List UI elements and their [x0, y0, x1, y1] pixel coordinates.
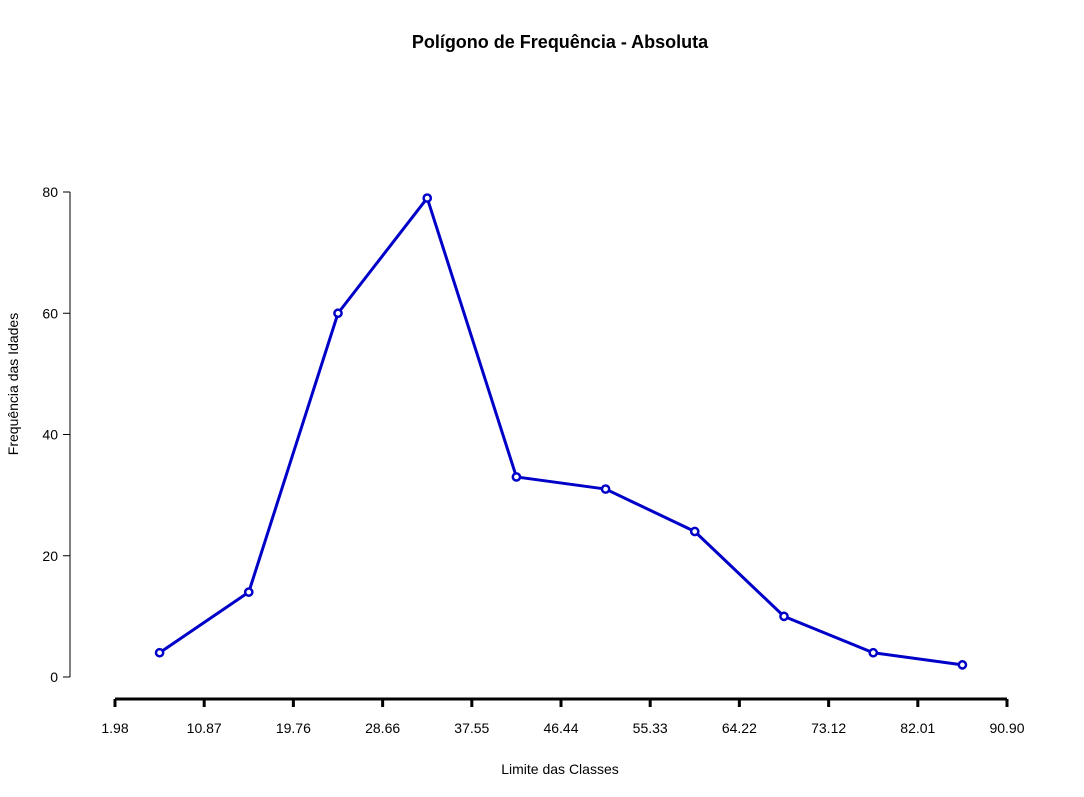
x-tick-label: 37.55: [454, 720, 489, 736]
chart-title: Polígono de Frequência - Absoluta: [412, 32, 709, 52]
y-tick-label: 80: [42, 184, 58, 200]
data-point: [600, 484, 611, 494]
x-tick-label: 73.12: [811, 720, 846, 736]
data-point: [243, 587, 254, 597]
y-tick-label: 40: [42, 427, 58, 443]
data-point: [154, 647, 165, 658]
data-point: [957, 660, 968, 670]
data-point: [422, 193, 433, 203]
x-tick-label: 28.66: [365, 720, 400, 736]
x-tick-label: 10.87: [187, 720, 222, 736]
x-tick-label: 82.01: [900, 720, 935, 736]
data-point: [511, 472, 522, 482]
x-tick-label: 46.44: [543, 720, 578, 736]
y-tick-label: 60: [42, 305, 58, 321]
y-axis: 0 20 40 60 80: [42, 184, 71, 685]
data-point: [779, 611, 789, 622]
x-tick-label: 64.22: [722, 720, 757, 736]
x-axis-label: Limite das Classes: [501, 761, 619, 777]
y-tick-label: 0: [50, 669, 58, 685]
x-tick-label: 55.33: [633, 720, 668, 736]
data-point: [689, 526, 700, 537]
data-point: [333, 308, 343, 319]
y-tick-label: 20: [42, 548, 58, 564]
data-point: [868, 647, 879, 658]
x-tick-label: 19.76: [276, 720, 311, 736]
y-axis-label: Frequência das Idades: [5, 313, 21, 455]
x-axis: 1.98 10.87 19.76 28.66 37.55 46.44 55.33 64.22 7…: [101, 697, 1025, 736]
series-frequency: [154, 193, 968, 670]
series-line: [158, 196, 964, 667]
x-tick-label: 90.90: [989, 720, 1024, 736]
x-tick-label: 1.98: [101, 720, 128, 736]
